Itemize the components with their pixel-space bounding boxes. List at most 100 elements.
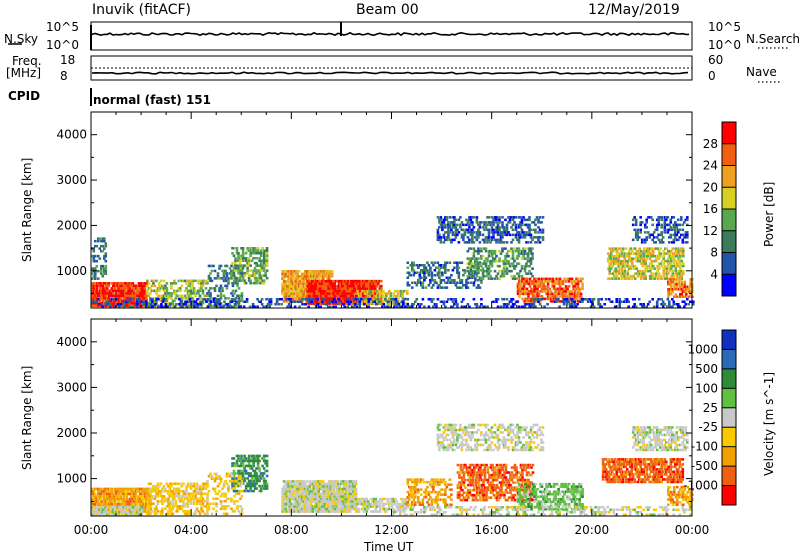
power-cell xyxy=(337,279,341,283)
power-cell xyxy=(670,249,673,253)
power-cell xyxy=(321,292,324,295)
power-cell xyxy=(225,279,229,283)
power-cell xyxy=(531,238,534,242)
power-cell xyxy=(287,295,290,298)
power-cell xyxy=(648,274,652,278)
power-cell xyxy=(665,274,669,278)
power-cell xyxy=(528,247,531,250)
power-cell xyxy=(209,279,212,283)
vel-cell xyxy=(142,490,145,493)
power-cell xyxy=(351,294,354,298)
power-cell xyxy=(521,292,524,296)
power-cell xyxy=(250,252,254,255)
vel-cell xyxy=(98,490,102,493)
power-cell xyxy=(179,279,182,283)
power-cell xyxy=(463,271,467,274)
power-cell xyxy=(666,216,670,219)
power-cell xyxy=(484,236,488,239)
power-cell xyxy=(486,305,489,308)
power-cell xyxy=(285,280,289,283)
power-cell xyxy=(113,284,117,288)
power-cell xyxy=(259,261,263,265)
power-cell xyxy=(265,249,269,252)
power-cell xyxy=(675,233,679,237)
power-cell xyxy=(553,300,557,303)
power-cell xyxy=(546,282,550,286)
power-cell xyxy=(442,226,446,229)
vel-cell xyxy=(142,497,145,501)
power-cell xyxy=(682,295,685,298)
power-cell xyxy=(667,257,670,260)
power-cell xyxy=(618,272,622,275)
power-cell xyxy=(462,298,465,301)
power-cell xyxy=(255,257,258,260)
power-cell xyxy=(555,300,558,303)
vel-cell xyxy=(133,492,136,496)
power-cell xyxy=(525,264,528,268)
power-cell xyxy=(243,271,246,275)
power-cell xyxy=(453,226,456,229)
power-cell xyxy=(680,274,684,278)
power-cell xyxy=(540,295,544,298)
power-cell xyxy=(451,233,455,237)
power-cell xyxy=(539,285,542,288)
power-cell xyxy=(405,305,408,308)
power-cell xyxy=(673,288,676,291)
power-cell xyxy=(505,226,509,229)
vel-cell xyxy=(176,505,179,508)
power-cell xyxy=(98,287,102,290)
power-cell xyxy=(680,252,684,255)
vel-cell xyxy=(188,512,191,516)
power-cell xyxy=(557,277,560,281)
power-cell xyxy=(618,298,621,301)
power-cell xyxy=(330,287,333,290)
power-cell xyxy=(516,277,520,281)
power-cell xyxy=(468,226,471,229)
power-cell xyxy=(603,303,606,306)
vel-cell xyxy=(198,502,202,505)
power-cell xyxy=(513,264,516,268)
power-cell xyxy=(454,228,458,232)
power-cell xyxy=(481,277,485,280)
vel-cell xyxy=(118,502,121,506)
power-cell xyxy=(103,254,106,258)
power-cell xyxy=(679,257,682,260)
power-cell xyxy=(362,289,366,293)
power-cell xyxy=(186,284,190,288)
power-cell xyxy=(560,280,563,283)
power-cell xyxy=(420,269,423,272)
power-cell xyxy=(445,276,449,279)
cpid-value: normal (fast) 151 xyxy=(93,93,211,107)
vel-cell xyxy=(106,497,109,501)
power-cell xyxy=(674,247,678,250)
power-cell xyxy=(327,297,330,300)
vel-cell xyxy=(98,487,102,491)
power-cell xyxy=(537,285,541,288)
power-cell xyxy=(489,223,492,227)
power-cell xyxy=(528,277,532,281)
power-cell xyxy=(665,223,668,227)
power-cell xyxy=(161,284,164,288)
power-cell xyxy=(606,267,610,270)
power-cell xyxy=(100,289,103,293)
power-cell xyxy=(534,236,537,239)
power-cell xyxy=(468,241,471,244)
power-cell xyxy=(345,294,348,298)
power-cell xyxy=(484,249,488,253)
power-cell xyxy=(469,281,473,284)
power-cell xyxy=(112,298,115,301)
power-cell xyxy=(570,305,573,308)
power-cell xyxy=(477,236,480,239)
power-cell xyxy=(104,297,108,300)
power-cell xyxy=(618,300,621,303)
power-cell xyxy=(677,223,680,227)
power-cell xyxy=(442,271,446,274)
power-cell xyxy=(333,282,336,285)
power-cell xyxy=(679,295,682,298)
power-cell xyxy=(246,247,249,250)
vel-cell xyxy=(232,477,236,480)
power-cell xyxy=(525,280,529,283)
power-cell xyxy=(663,218,667,222)
power-cell xyxy=(614,262,617,265)
vel-cell xyxy=(194,495,197,498)
